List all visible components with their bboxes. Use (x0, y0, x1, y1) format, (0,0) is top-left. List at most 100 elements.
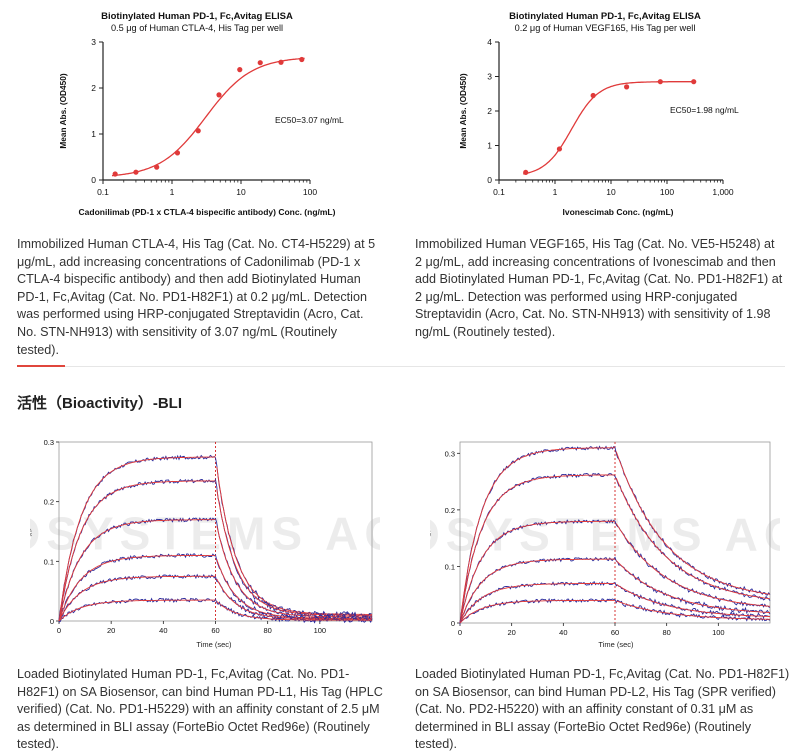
x-tick-label: 100 (314, 626, 327, 635)
chart-subtitle: 0.5 μg of Human CTLA-4, His Tag per well (111, 23, 283, 33)
x-tick-label: 10 (606, 187, 616, 197)
bli-chart-2-svg: nm Time (sec) BIOSYSTEMS ACRO 0 0.1 0.2 0.3 0… (346, 441, 800, 649)
data-point (216, 92, 222, 98)
y-tick-label: 0.1 (445, 562, 455, 571)
x-tick-label: 20 (507, 628, 515, 637)
fit-curve (111, 57, 305, 177)
x-tick-label: 0 (57, 626, 61, 635)
elisa-chart-1: Biotinylated Human PD-1, Fc,Avitag ELISA… (40, 0, 360, 225)
x-tick-label: 100 (712, 628, 725, 637)
data-point (257, 60, 263, 66)
section-title: 活性（Bioactivity）-BLI (17, 395, 183, 412)
x-tick-label: 40 (559, 628, 567, 637)
fit-curve (523, 81, 696, 175)
y-tick-label: 0 (451, 619, 455, 628)
data-point (590, 92, 596, 99)
raw-trace (58, 517, 373, 622)
y-tick-label: 0.1 (44, 557, 54, 566)
fit-trace-association (58, 599, 216, 622)
chart-subtitle: 0.2 μg of Human VEGF165, His Tag per wel… (515, 23, 696, 33)
y-axis-label: nm (30, 525, 37, 536)
data-point (278, 59, 284, 65)
chart-title: Biotinylated Human PD-1, Fc,Avitag ELISA (101, 11, 293, 22)
x-axis-label: Time (sec) (196, 640, 232, 649)
ec50-annotation: EC50=1.98 ng/mL (670, 105, 739, 115)
fit-trace-association (58, 480, 216, 622)
y-axis-label: nm (430, 525, 437, 536)
y-tick-label: 0.2 (445, 506, 455, 515)
data-point (624, 84, 630, 90)
fit-trace-dissociation (616, 600, 770, 620)
raw-trace (58, 597, 373, 624)
fit-trace-dissociation (615, 451, 771, 595)
fit-trace-dissociation (615, 560, 770, 613)
watermark: BIOSYSTEMS ACRO (30, 508, 380, 560)
data-point (195, 128, 201, 134)
x-tick-label: 100 (660, 187, 674, 197)
fit-trace-association (459, 582, 615, 624)
fit-trace-dissociation (216, 489, 372, 616)
y-axis-label: Mean Abs. (OD450) (458, 73, 468, 149)
fit-trace-association (58, 519, 216, 622)
data-point (154, 164, 160, 170)
fit-trace-association (459, 447, 615, 624)
fit-trace-association (58, 575, 216, 622)
y-tick-label: 1 (91, 129, 96, 139)
data-point (112, 171, 118, 177)
x-tick-label: 1 (170, 187, 175, 197)
fit-trace-association (459, 599, 615, 624)
y-tick-label: 0 (50, 617, 54, 626)
fit-trace-dissociation (616, 583, 770, 617)
fit-trace-association (58, 554, 216, 622)
x-tick-label: 10 (236, 187, 246, 197)
x-tick-label: 20 (107, 626, 115, 635)
y-tick-label: 3 (487, 72, 492, 82)
fit-trace-dissociation (615, 523, 771, 607)
x-axis-label: Time (sec) (598, 640, 634, 649)
y-tick-label: 0.3 (445, 449, 455, 458)
y-tick-label: 1 (487, 141, 492, 151)
fit-trace-association (459, 474, 615, 624)
fit-trace-association (58, 456, 216, 622)
ec50-annotation: EC50=3.07 ng/mL (275, 115, 344, 125)
raw-trace (459, 556, 771, 623)
raw-trace (459, 472, 771, 625)
raw-trace (459, 580, 771, 623)
fit-trace-association (459, 520, 615, 624)
bli-chart-2: nm Time (sec) BIOSYSTEMS ACRO 0 0.1 0.2 0.3 0… (346, 432, 800, 652)
data-point (657, 79, 663, 85)
y-tick-label: 0.2 (44, 498, 54, 507)
y-tick-label: 0.3 (44, 438, 54, 447)
fit-trace-dissociation (216, 525, 372, 618)
fit-trace-dissociation (615, 477, 771, 600)
y-tick-label: 0 (91, 175, 96, 185)
elisa-chart-2: Biotinylated Human PD-1, Fc,Avitag ELISA… (438, 0, 758, 225)
y-tick-label: 2 (91, 83, 96, 93)
x-tick-label: 80 (263, 626, 271, 635)
bli-1-caption: Loaded Biotinylated Human PD-1, Fc,Avita… (17, 667, 383, 752)
y-tick-label: 2 (487, 106, 492, 116)
x-tick-label: 60 (211, 626, 219, 635)
x-tick-label: 1 (553, 187, 558, 197)
bli-chart-1: nm Time (sec) BIOSYSTEMS ACRO 0 0.1 0.2 0.3 0… (0, 432, 479, 652)
y-tick-label: 4 (487, 37, 492, 47)
fit-trace-dissociation (216, 559, 373, 619)
x-tick-label: 0.1 (97, 187, 109, 197)
raw-trace (459, 597, 771, 624)
fit-trace-dissociation (216, 601, 372, 621)
x-tick-label: 0 (458, 628, 462, 637)
bli-2-caption: Loaded Biotinylated Human PD-1, Fc,Avita… (415, 667, 790, 752)
elisa-chart-2-svg: Biotinylated Human PD-1, Fc,Avitag ELISA… (458, 11, 739, 217)
elisa-chart-1-svg: Biotinylated Human PD-1, Fc,Avitag ELISA… (58, 11, 344, 217)
x-tick-label: 80 (662, 628, 670, 637)
fit-trace-association (459, 558, 615, 624)
fit-trace-dissociation (216, 578, 372, 620)
y-tick-label: 3 (91, 37, 96, 47)
data-point (174, 150, 181, 156)
data-point (523, 169, 529, 176)
watermark: BIOSYSTEMS ACRO (430, 509, 780, 561)
x-tick-label: 0.1 (493, 187, 505, 197)
x-tick-label: 1,000 (712, 187, 734, 197)
data-point (237, 67, 243, 73)
chart-title: Biotinylated Human PD-1, Fc,Avitag ELISA (509, 11, 701, 22)
